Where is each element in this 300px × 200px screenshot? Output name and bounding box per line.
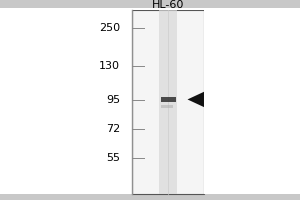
Text: HL-60: HL-60 (152, 0, 184, 10)
Bar (159, 10, 177, 194)
Bar (0, 10, 132, 194)
Text: 95: 95 (106, 95, 120, 105)
Bar (132, 10, 204, 194)
Bar (160, 97, 175, 102)
Polygon shape (188, 92, 204, 107)
Bar (204, 10, 300, 194)
Text: 250: 250 (99, 23, 120, 33)
Text: 130: 130 (99, 61, 120, 71)
Bar (0, 8, 300, 10)
Text: 72: 72 (106, 124, 120, 134)
Bar (161, 105, 173, 108)
Text: 55: 55 (106, 153, 120, 163)
